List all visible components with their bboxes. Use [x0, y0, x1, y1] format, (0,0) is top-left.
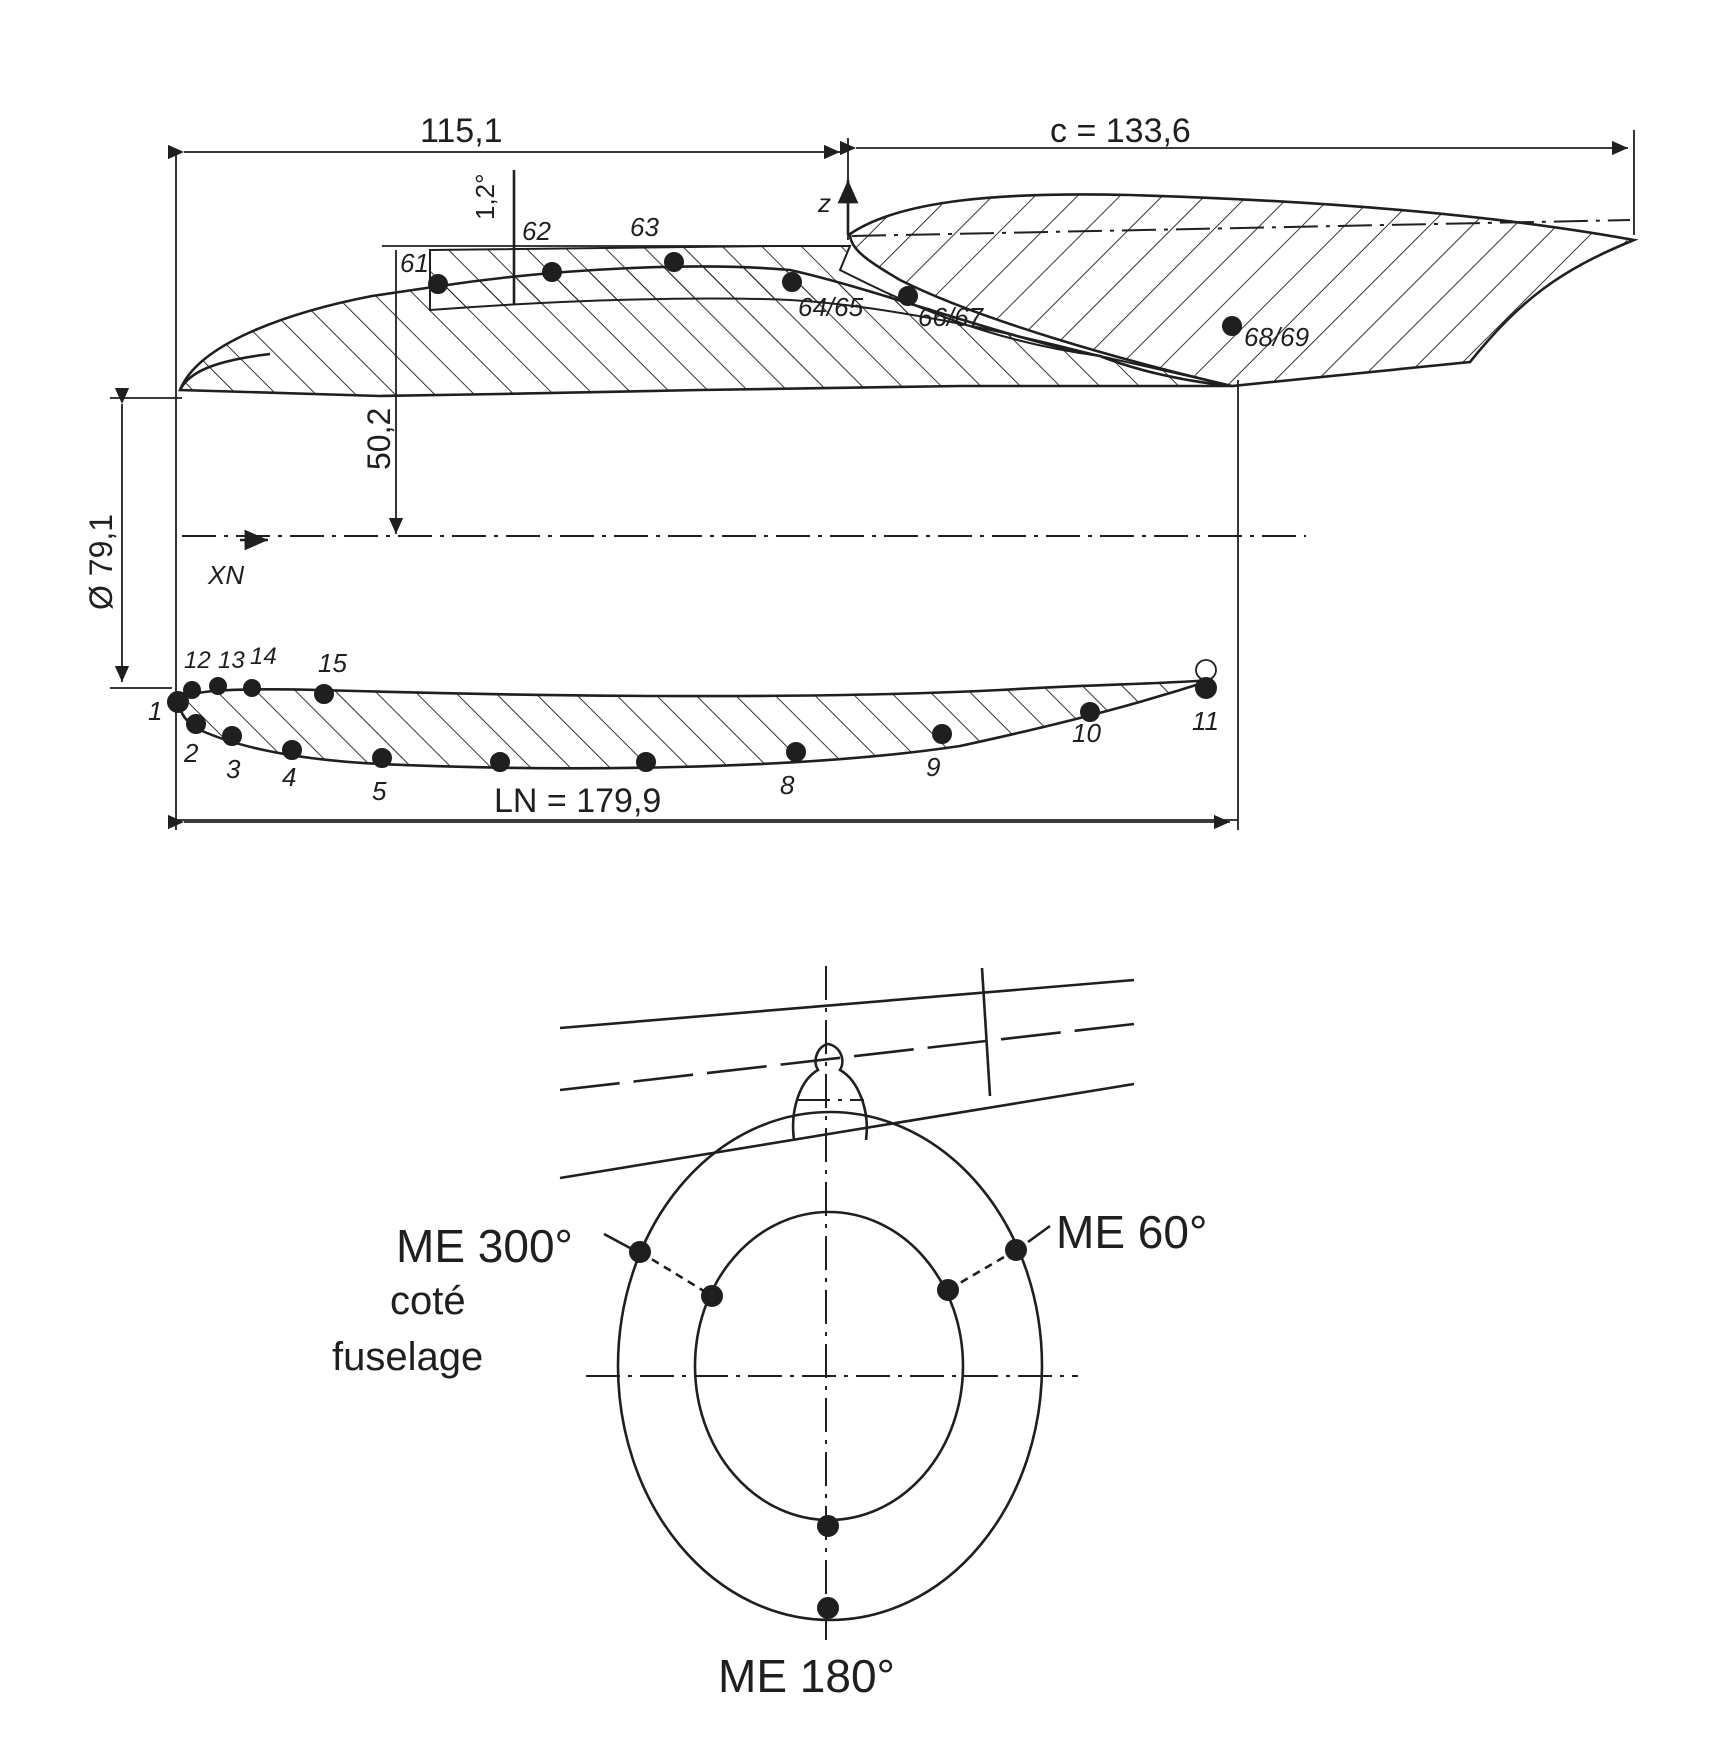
wing-chord-line [851, 219, 1631, 237]
tap-66-67 [898, 286, 918, 306]
length-label: LN = 179,9 [494, 782, 661, 820]
side-view: 115,1 c = 133,6 z 1,2° 50,2 Ø 79,1 XN [83, 112, 1639, 830]
pylon [429, 245, 1233, 387]
tap-1-label: 1 [148, 696, 162, 726]
side-note-line1: coté [390, 1279, 466, 1323]
tap-10 [1080, 702, 1100, 722]
tap-8-label: 8 [780, 770, 795, 800]
tap-me180-inner [817, 1515, 839, 1537]
tap-4-label: 4 [282, 762, 296, 792]
tap-me300-inner [701, 1285, 723, 1307]
tap-63 [664, 252, 684, 272]
tap-62-label: 62 [522, 216, 551, 246]
tap-64-65 [782, 272, 802, 292]
tap-6 [490, 752, 510, 772]
height-label: 50,2 [361, 408, 397, 470]
tap-62 [542, 262, 562, 282]
tap-2 [186, 714, 206, 734]
tap-5 [372, 748, 392, 768]
tap-64-65-label: 64/65 [798, 292, 864, 322]
front-section-view: ME 300° coté fuselage ME 60° ME 180° [332, 966, 1207, 1702]
tap-66-67-label: 66/67 [918, 302, 985, 332]
nacelle-inner [693, 1210, 965, 1522]
tap-5-label: 5 [372, 776, 387, 806]
angle-label: 1,2° [470, 173, 500, 220]
diameter-label: Ø 79,1 [83, 514, 119, 610]
tap-12-label: 12 [184, 647, 211, 674]
tap-63-label: 63 [630, 212, 659, 242]
tap-14 [243, 679, 261, 697]
tap-9 [932, 724, 952, 744]
tap-68-69-label: 68/69 [1244, 322, 1309, 352]
tap-15-label: 15 [318, 648, 347, 678]
tap-8 [786, 742, 806, 762]
dimension-115-label: 115,1 [420, 112, 503, 150]
tap-3 [222, 726, 242, 746]
pylon-section [791, 1042, 869, 1141]
tap-me60-outer [1005, 1239, 1027, 1261]
tap-2-label: 2 [183, 738, 199, 768]
tap-14-label: 14 [250, 643, 277, 670]
tap-15 [314, 684, 334, 704]
xn-axis-label: XN [207, 560, 244, 590]
tap-7 [636, 752, 656, 772]
tap-11 [1195, 677, 1217, 699]
tap-me180-outer [817, 1597, 839, 1619]
tap-10-label: 10 [1072, 718, 1101, 748]
tap-9-label: 9 [926, 752, 940, 782]
nacelle-lower-lip [178, 678, 1213, 770]
me60-label: ME 60° [1056, 1206, 1207, 1258]
me300-label: ME 300° [396, 1220, 573, 1272]
tap-13-label: 13 [218, 647, 245, 674]
tap-12 [183, 681, 201, 699]
tap-1 [167, 691, 189, 713]
tap-68-69 [1222, 316, 1242, 336]
tap-13 [209, 677, 227, 695]
tap-4 [282, 740, 302, 760]
tap-me300-outer [629, 1241, 651, 1263]
tap-61 [428, 274, 448, 294]
side-note-line2: fuselage [332, 1335, 483, 1379]
z-axis-label: z [817, 188, 831, 218]
wing-airfoil [848, 193, 1639, 388]
me180-label: ME 180° [718, 1650, 895, 1702]
tap-3-label: 3 [226, 754, 241, 784]
nacelle-outer [616, 1110, 1044, 1622]
chord-label: c = 133,6 [1050, 112, 1191, 150]
tap-61-label: 61 [400, 248, 429, 278]
dimension-115: 115,1 [167, 112, 840, 830]
tap-11-label: 11 [1192, 706, 1219, 736]
tap-me60-inner [937, 1279, 959, 1301]
